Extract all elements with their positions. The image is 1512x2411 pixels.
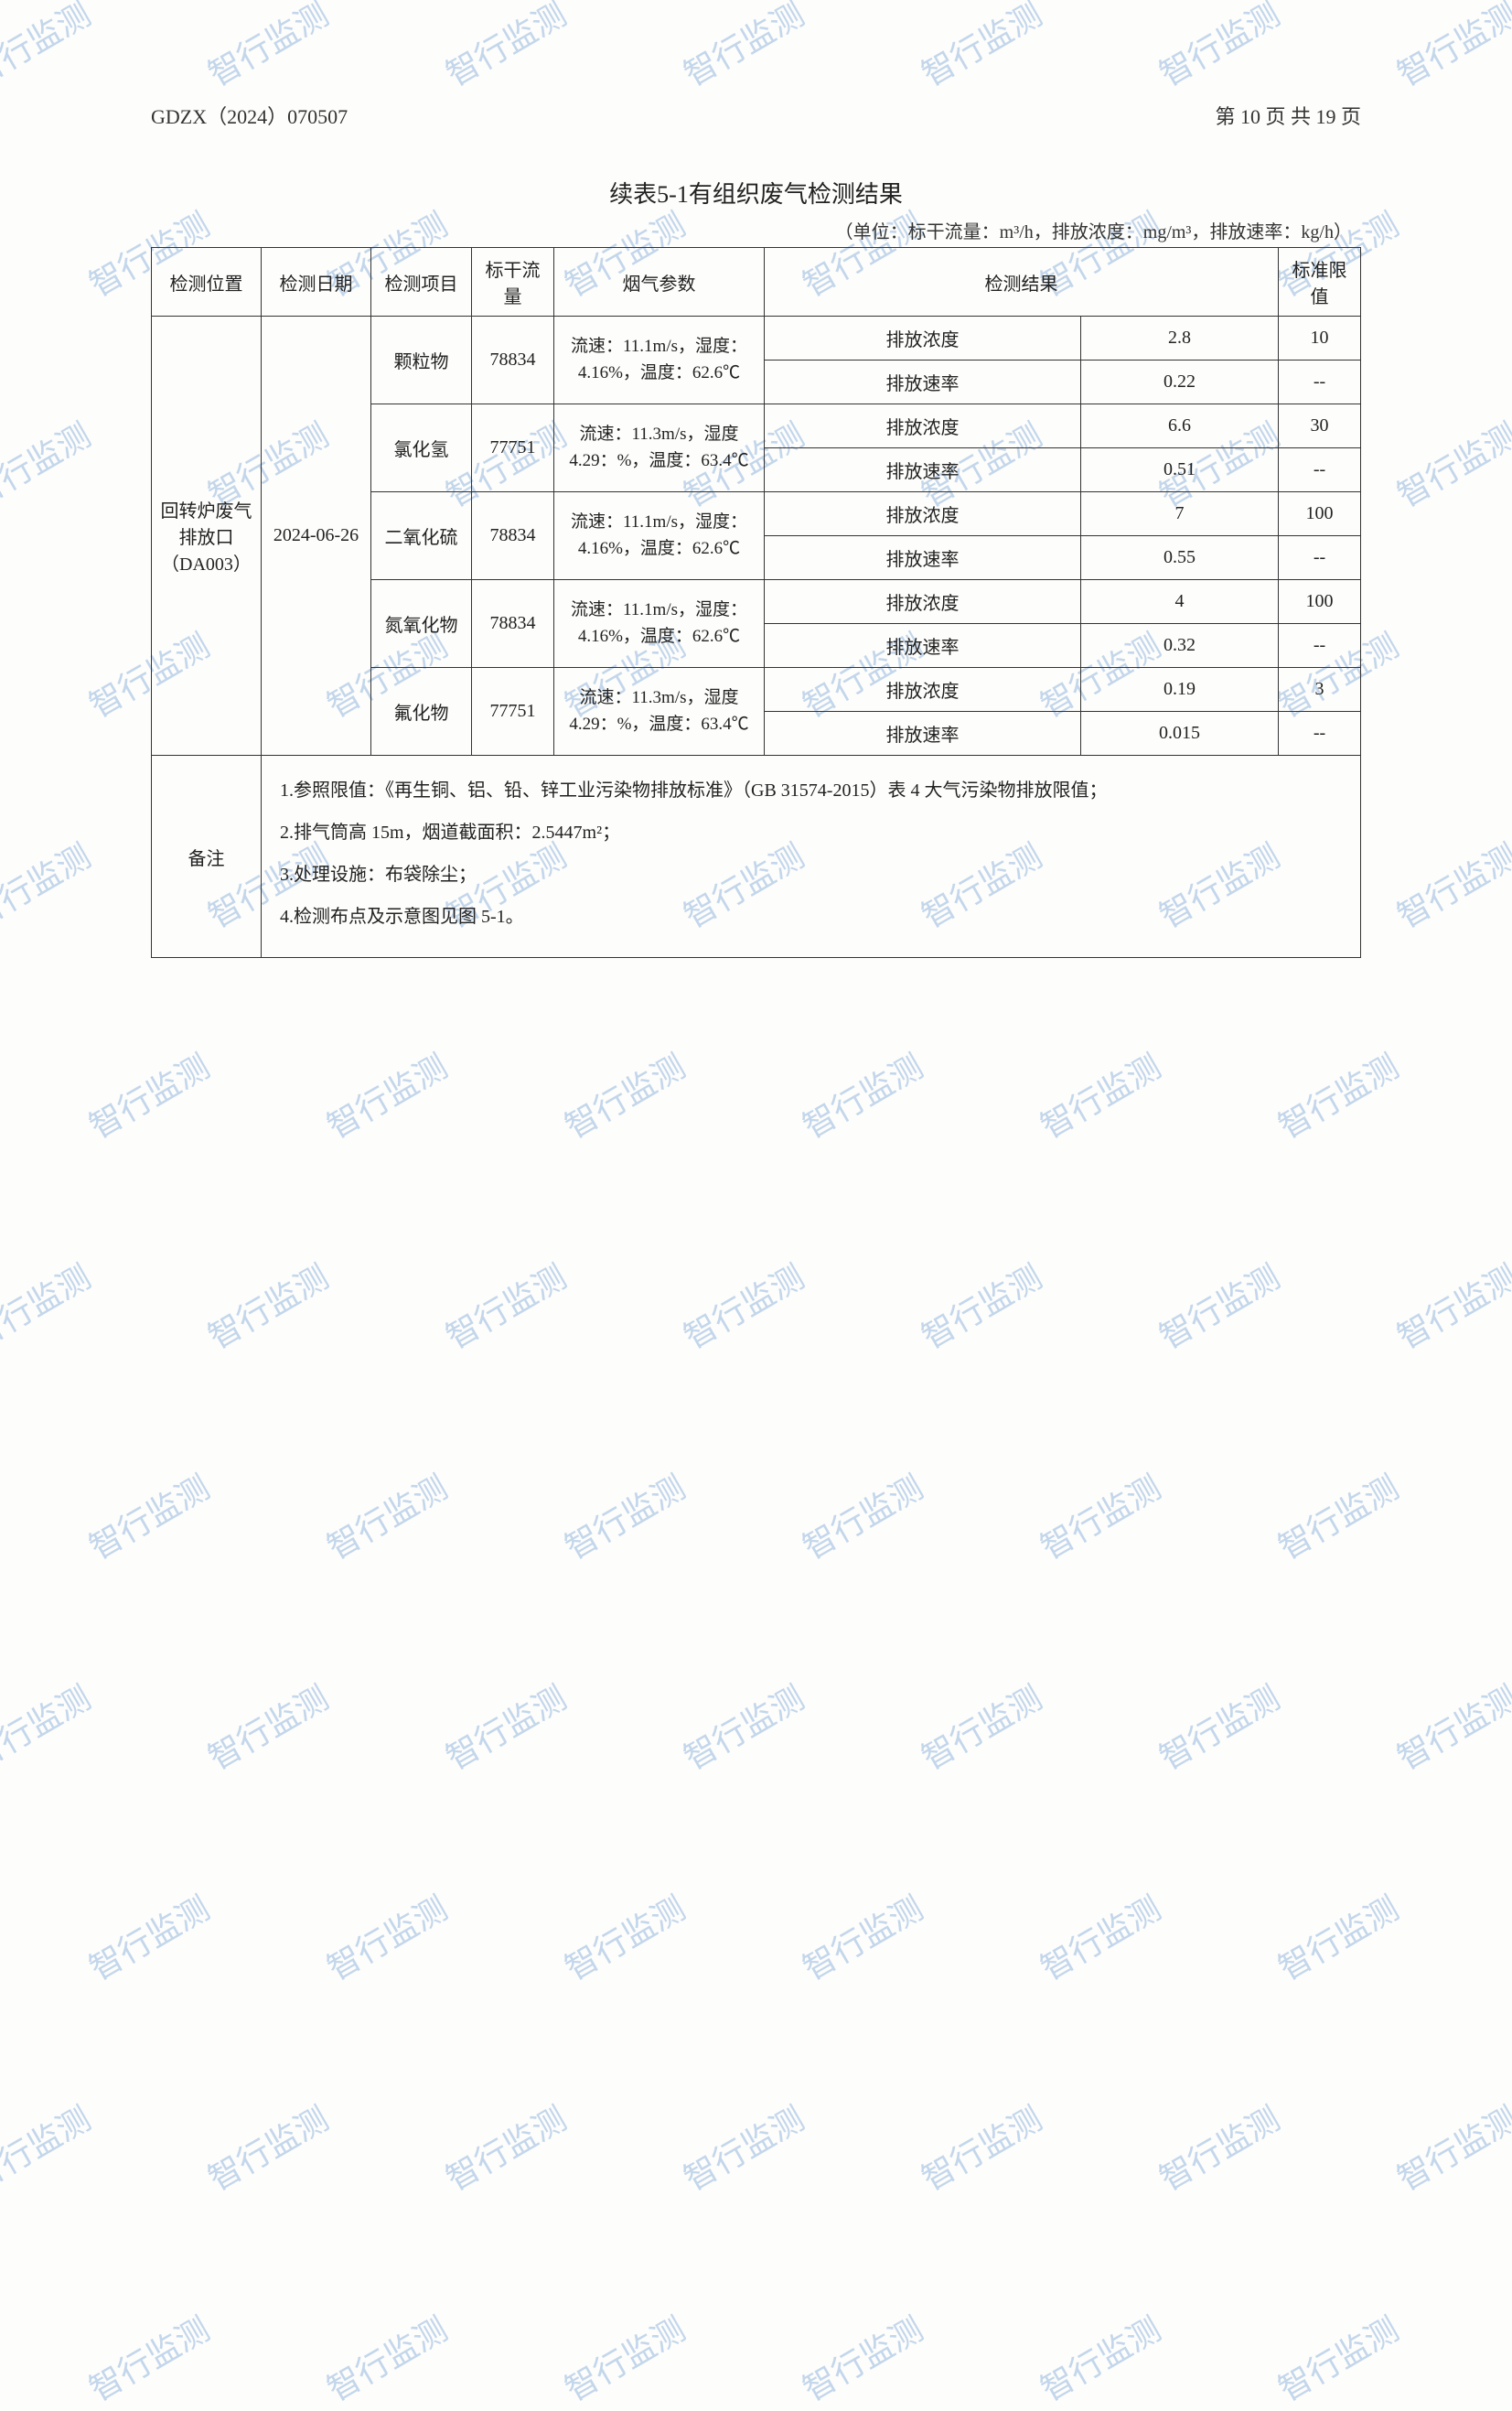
cell-result-type: 排放浓度: [765, 580, 1081, 624]
cell-result-value: 0.51: [1081, 448, 1279, 492]
unit-line: （单位：标干流量：m³/h，排放浓度：mg/m³，排放速率：kg/h）: [151, 217, 1361, 243]
cell-result-type: 排放速率: [765, 536, 1081, 580]
cell-item: 二氧化硫: [371, 492, 472, 580]
cell-limit: --: [1279, 624, 1361, 668]
cell-flow: 77751: [472, 668, 554, 756]
cell-item: 氯化氢: [371, 404, 472, 492]
note-2: 2.排气筒高 15m，烟道截面积：2.5447m²；: [280, 814, 1342, 851]
cell-result-value: 0.015: [1081, 712, 1279, 756]
cell-params: 流速：11.1m/s，湿度：4.16%，温度：62.6℃: [554, 580, 765, 668]
cell-result-type: 排放浓度: [765, 404, 1081, 448]
cell-result-value: 0.22: [1081, 361, 1279, 404]
cell-item: 氟化物: [371, 668, 472, 756]
cell-location: 回转炉废气排放口（DA003）: [152, 317, 262, 756]
cell-result-type: 排放浓度: [765, 492, 1081, 536]
col-date: 检测日期: [262, 248, 371, 317]
cell-flow: 78834: [472, 580, 554, 668]
cell-flow: 78834: [472, 492, 554, 580]
cell-limit: --: [1279, 712, 1361, 756]
cell-result-type: 排放浓度: [765, 668, 1081, 712]
doc-id: GDZX（2024）070507: [151, 101, 348, 130]
cell-limit: --: [1279, 448, 1361, 492]
note-1: 1.参照限值：《再生铜、铝、铅、锌工业污染物排放标准》（GB 31574-201…: [280, 772, 1342, 809]
notes-content: 1.参照限值：《再生铜、铝、铅、锌工业污染物排放标准》（GB 31574-201…: [262, 756, 1361, 958]
results-table: 检测位置 检测日期 检测项目 标干流量 烟气参数 检测结果 标准限值 回转炉废气…: [151, 247, 1361, 958]
cell-result-type: 排放速率: [765, 361, 1081, 404]
cell-limit: 3: [1279, 668, 1361, 712]
cell-result-value: 0.55: [1081, 536, 1279, 580]
cell-date: 2024-06-26: [262, 317, 371, 756]
cell-limit: 100: [1279, 580, 1361, 624]
cell-limit: 100: [1279, 492, 1361, 536]
cell-result-type: 排放速率: [765, 448, 1081, 492]
cell-limit: 30: [1279, 404, 1361, 448]
cell-result-type: 排放速率: [765, 624, 1081, 668]
col-limit: 标准限值: [1279, 248, 1361, 317]
cell-result-type: 排放浓度: [765, 317, 1081, 361]
cell-result-value: 0.19: [1081, 668, 1279, 712]
cell-params: 流速：11.3m/s，湿度 4.29：%，温度：63.4℃: [554, 668, 765, 756]
note-3: 3.处理设施：布袋除尘；: [280, 856, 1342, 893]
col-result: 检测结果: [765, 248, 1279, 317]
cell-params: 流速：11.3m/s，湿度 4.29：%，温度：63.4℃: [554, 404, 765, 492]
col-params: 烟气参数: [554, 248, 765, 317]
cell-result-value: 0.32: [1081, 624, 1279, 668]
cell-limit: 10: [1279, 317, 1361, 361]
cell-limit: --: [1279, 536, 1361, 580]
page-number: 第 10 页 共 19 页: [1215, 101, 1361, 130]
cell-flow: 77751: [472, 404, 554, 492]
col-item: 检测项目: [371, 248, 472, 317]
notes-label: 备注: [152, 756, 262, 958]
cell-result-value: 4: [1081, 580, 1279, 624]
cell-result-value: 2.8: [1081, 317, 1279, 361]
col-location: 检测位置: [152, 248, 262, 317]
cell-item: 颗粒物: [371, 317, 472, 404]
cell-result-value: 6.6: [1081, 404, 1279, 448]
cell-flow: 78834: [472, 317, 554, 404]
cell-item: 氮氧化物: [371, 580, 472, 668]
cell-params: 流速：11.1m/s，湿度：4.16%，温度：62.6℃: [554, 317, 765, 404]
col-flow: 标干流量: [472, 248, 554, 317]
table-title: 续表5-1有组织废气检测结果: [151, 176, 1361, 210]
cell-result-value: 7: [1081, 492, 1279, 536]
note-4: 4.检测布点及示意图见图 5-1。: [280, 899, 1342, 935]
cell-result-type: 排放速率: [765, 712, 1081, 756]
cell-params: 流速：11.1m/s，湿度：4.16%，温度：62.6℃: [554, 492, 765, 580]
cell-limit: --: [1279, 361, 1361, 404]
